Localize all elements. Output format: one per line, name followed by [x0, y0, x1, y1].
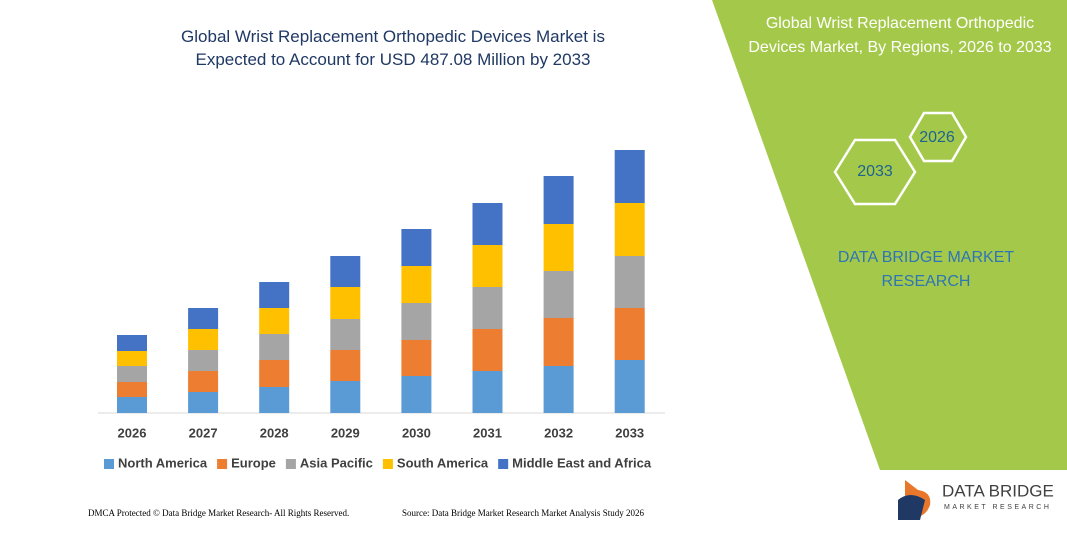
bar-segment [614, 256, 645, 308]
bar-segment [117, 335, 147, 351]
bar-segment [401, 303, 432, 340]
x-tick-label: 2029 [331, 425, 360, 440]
bar-segment [472, 287, 503, 329]
bar-segment [543, 271, 574, 318]
logo-name: DATA BRIDGE [942, 481, 1054, 500]
bar-segment [188, 371, 219, 392]
bar-segment [614, 308, 645, 360]
legend-swatch [382, 459, 393, 469]
legend-label: North America [118, 455, 208, 470]
bar-segment [259, 334, 290, 360]
bar-segment [472, 245, 503, 287]
bar-segment [117, 382, 147, 397]
bar-segment [117, 397, 147, 413]
hexagon-label: 2026 [919, 129, 955, 146]
hexagon [833, 138, 917, 206]
bar-segment [330, 287, 361, 319]
hexagon-label: 2033 [857, 163, 893, 180]
x-tick-label: 2028 [260, 425, 289, 440]
bar-segment [117, 351, 147, 366]
legend-swatch [217, 459, 228, 469]
bar-segment [543, 176, 574, 224]
x-tick-label: 2026 [118, 425, 147, 440]
brand-text: DATA BRIDGE MARKET RESEARCH [838, 249, 1015, 290]
bar-segment [401, 376, 432, 413]
logo-icon [898, 495, 925, 520]
bar-segment [614, 203, 645, 256]
x-tick-label: 2027 [189, 425, 218, 440]
bar-segment [543, 224, 574, 271]
hexagon [908, 111, 968, 163]
bar-segment [472, 329, 503, 371]
legend-label: Asia Pacific [300, 455, 373, 470]
bar-segment [188, 392, 219, 413]
x-tick-label: 2033 [615, 425, 644, 440]
bar-segment [188, 329, 219, 350]
bar-segment [472, 203, 503, 245]
bar-segment [543, 318, 574, 366]
legend-swatch [104, 459, 114, 469]
x-tick-label: 2032 [544, 425, 573, 440]
legend-label: Europe [231, 455, 276, 470]
bar-segment [472, 371, 503, 413]
bar-segment [188, 350, 219, 371]
panel-title: Global Wrist Replacement Orthopedic Devic… [748, 15, 1051, 56]
bar-segment [259, 282, 290, 308]
x-tick-label: 2030 [402, 425, 431, 440]
chart-title: Global Wrist Replacement Orthopedic Devi… [181, 27, 605, 69]
x-tick-label: 2031 [473, 425, 502, 440]
bar-segment [401, 266, 432, 303]
bar-segment [614, 360, 645, 413]
bar-segment [259, 360, 290, 387]
bar-segment [330, 350, 361, 381]
dmca-text: DMCA Protected © Data Bridge Market Rese… [88, 508, 349, 518]
source-text: Source: Data Bridge Market Research Mark… [402, 508, 644, 518]
bar-segment [543, 366, 574, 413]
bar-segment [330, 256, 361, 287]
bar-segment [401, 229, 432, 266]
side-panel [712, 0, 1067, 470]
logo-tagline: MARKET RESEARCH [944, 504, 1051, 511]
legend-label: Middle East and Africa [512, 455, 652, 470]
bar-segment [188, 308, 219, 329]
bar-segment [330, 381, 361, 413]
bar-segment [401, 340, 432, 376]
bar-segment [614, 150, 645, 203]
legend-label: South America [397, 455, 489, 470]
legend-swatch [285, 459, 296, 469]
bar-segment [330, 319, 361, 350]
bar-segment [259, 308, 290, 334]
bar-segment [259, 387, 290, 413]
legend-swatch [498, 459, 509, 469]
bar-segment [117, 366, 147, 382]
